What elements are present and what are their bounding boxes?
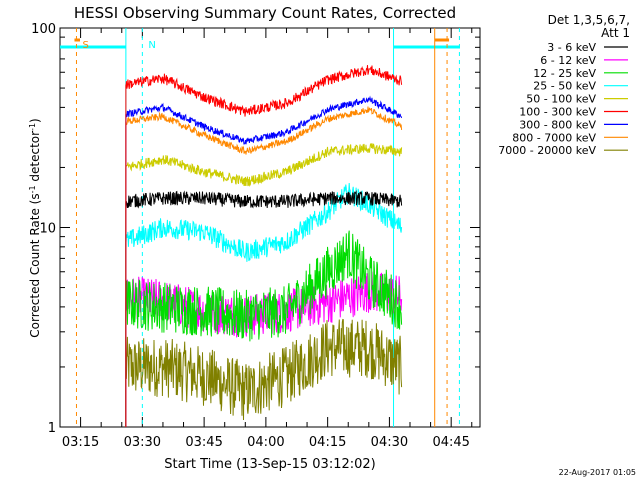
x-tick-label: 03:30 [124,435,161,450]
x-tick-label: 04:00 [247,435,284,450]
series-line-12-25keV [125,230,403,342]
series-layer [125,65,403,427]
legend-header-line1: Det 1,3,5,6,7, [548,13,630,27]
series-line-100-300keV [125,65,403,117]
legend-entry-label: 800 - 7000 keV [512,131,596,144]
x-tick-label: 04:15 [309,435,346,450]
x-tick-label: 03:45 [185,435,222,450]
legend-entry-label: 300 - 800 keV [519,118,596,131]
legend-entry-label: 6 - 12 keV [540,54,596,67]
y-tick-label: 100 [31,22,56,37]
series-line-50-100keV [125,143,403,187]
footer-date: 22-Aug-2017 01:05 [559,468,636,477]
x-axis-label: Start Time (13-Sep-15 03:12:02) [164,457,375,472]
legend-header-line2: Att 1 [601,26,630,40]
series-line-3-6keV [125,189,403,209]
y-tick-label: 1 [48,421,56,436]
series-line-300-800keV [125,95,403,145]
series-line-7000-20000keV [125,318,403,421]
series-line-25-50keV [125,182,403,262]
annotation-saa-label: S [82,40,88,51]
x-tick-label: 04:45 [432,435,469,450]
y-axis-label: Corrected Count Rate (s-1 detector-1) [28,118,43,337]
legend-entry-label: 50 - 100 keV [526,93,596,106]
y-tick-label: 10 [39,222,56,237]
x-tick-label: 03:15 [62,435,99,450]
series-line-800-7000keV [125,106,403,155]
legend-entry-label: 25 - 50 keV [533,80,596,93]
legend-entry-label: 3 - 6 keV [547,41,596,54]
chart-title: HESSI Observing Summary Count Rates, Cor… [74,4,456,22]
x-axis: 03:15 03:30 03:45 04:00 04:15 04:30 04:45 [59,28,473,450]
legend-entry-label: 100 - 300 keV [519,106,596,119]
legend-entry-label: 7000 - 20000 keV [498,144,596,157]
legend-entry-label: 12 - 25 keV [533,67,596,80]
x-tick-label: 04:30 [371,435,408,450]
y-axis: 1 10 100 [31,22,480,436]
annotation-night-label: N [148,40,155,51]
